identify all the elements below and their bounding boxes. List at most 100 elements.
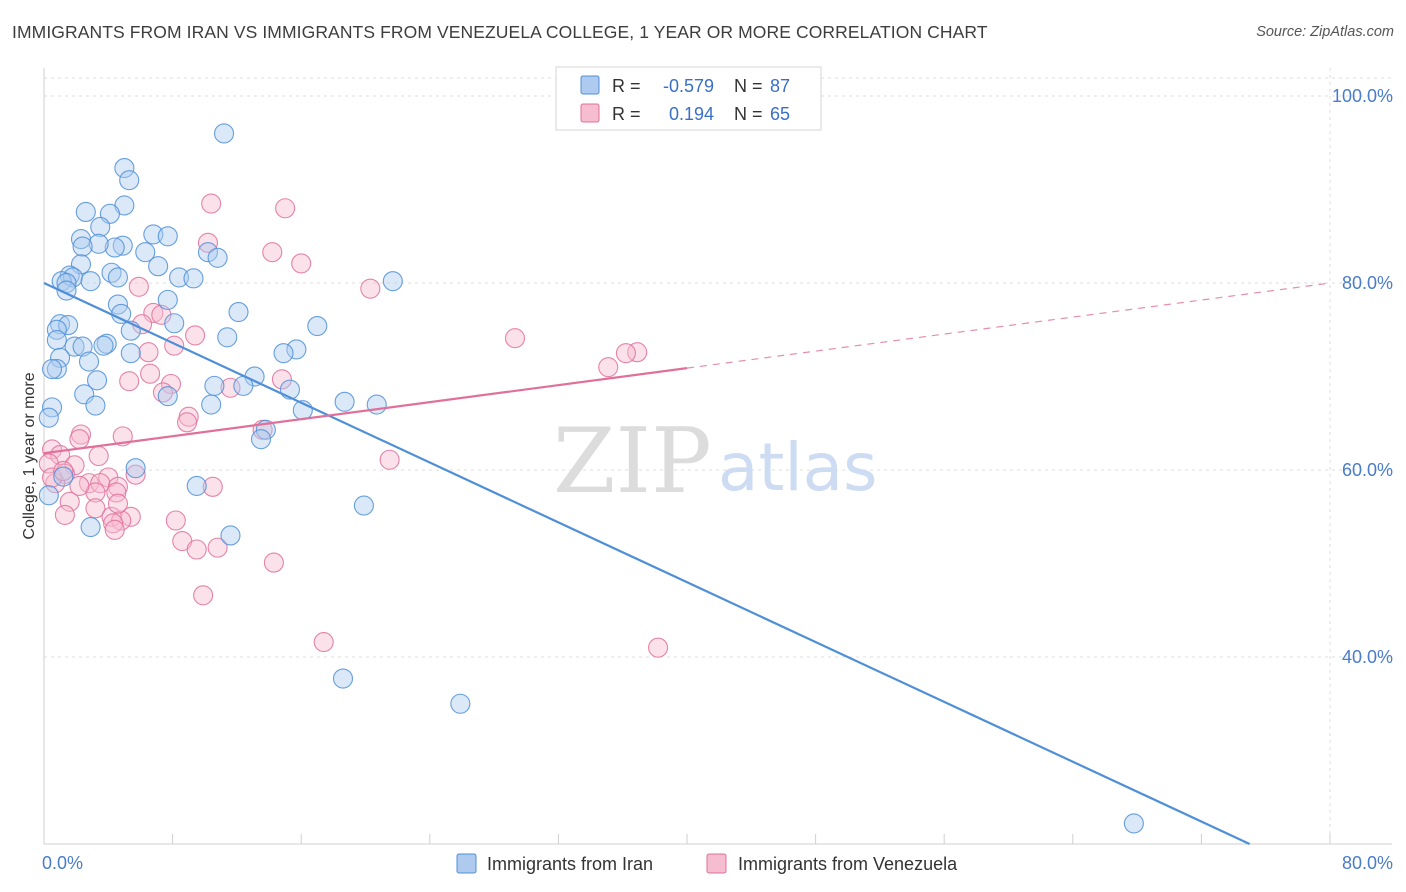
point-venezuela-40 — [45, 473, 66, 494]
point-iran-45 — [93, 335, 114, 356]
legend-n-value-venezuela: 65 — [770, 104, 790, 124]
point-iran-23 — [168, 267, 190, 288]
point-iran-76 — [332, 668, 354, 689]
point-venezuela-32 — [88, 445, 109, 467]
point-venezuela-61 — [313, 632, 334, 653]
point-venezuela-63 — [107, 493, 128, 514]
point-venezuela-60 — [193, 585, 214, 606]
point-venezuela-5 — [360, 278, 381, 299]
point-iran-48 — [120, 343, 141, 364]
point-iran-8 — [157, 226, 178, 247]
point-iran-15 — [197, 242, 219, 263]
point-iran-30 — [157, 289, 178, 310]
point-iran-40 — [217, 327, 238, 348]
point-venezuela-24 — [177, 412, 198, 433]
point-iran-71 — [186, 475, 207, 496]
point-iran-33 — [111, 303, 132, 324]
legend-r-value-venezuela: 0.194 — [669, 104, 714, 124]
point-iran-72 — [353, 495, 374, 516]
point-iran-54 — [86, 370, 108, 391]
legend-box: R = -0.579 N = 87 R = 0.194 N = 65 — [555, 66, 822, 131]
bottom-legend-swatch-venezuela — [706, 853, 727, 874]
source-credit: Source: ZipAtlas.com — [1256, 24, 1394, 40]
point-iran-34 — [164, 313, 185, 334]
point-iran-41 — [46, 330, 67, 351]
point-iran-2 — [119, 170, 140, 191]
y-axis-label: College, 1 year or more — [21, 372, 38, 539]
series-iran-points — [38, 123, 1144, 834]
y-tick-label-100: 100.0% — [1332, 86, 1393, 106]
point-iran-10 — [112, 235, 133, 256]
point-venezuela-41 — [41, 467, 63, 488]
point-iran-13 — [72, 236, 93, 257]
legend-swatch-iran — [580, 75, 600, 95]
point-iran-50 — [78, 351, 100, 372]
point-iran-43 — [72, 336, 93, 357]
bottom-legend: Immigrants from Iran Immigrants from Ven… — [456, 853, 958, 874]
legend-n-label-iran: N = — [734, 76, 763, 96]
watermark: ZIP atlas — [553, 409, 878, 514]
point-iran-70 — [125, 458, 146, 479]
point-venezuela-4 — [291, 253, 312, 274]
point-iran-63 — [201, 394, 222, 415]
point-iran-37 — [58, 315, 79, 336]
point-venezuela-13 — [138, 342, 159, 363]
point-venezuela-62 — [648, 637, 669, 658]
x-tick-label-max: 80.0% — [1342, 853, 1393, 873]
point-iran-16 — [207, 247, 228, 268]
legend-n-label-venezuela: N = — [734, 104, 763, 124]
point-iran-49 — [50, 347, 71, 368]
point-venezuela-15 — [615, 343, 636, 364]
legend-r-value-iran: -0.579 — [663, 76, 714, 96]
point-venezuela-16 — [598, 357, 619, 378]
point-iran-22 — [107, 267, 128, 288]
point-iran-25 — [80, 271, 101, 292]
legend-box-frame — [555, 66, 822, 131]
point-iran-18 — [148, 256, 169, 277]
legend-r-label-iran: R = — [612, 76, 641, 96]
point-iran-11 — [104, 237, 125, 258]
point-iran-61 — [366, 394, 387, 415]
x-tick-label-min: 0.0% — [42, 853, 83, 873]
point-iran-12 — [88, 233, 109, 254]
legend-n-value-iran: 87 — [770, 76, 790, 96]
point-iran-75 — [220, 525, 241, 546]
point-venezuela-49 — [54, 504, 75, 525]
point-iran-46 — [286, 339, 307, 360]
point-venezuela-37 — [125, 464, 146, 485]
point-iran-7 — [143, 224, 164, 245]
point-venezuela-59 — [263, 552, 284, 573]
point-iran-47 — [273, 343, 294, 364]
legend-swatch-venezuela — [580, 103, 600, 123]
y-tick-label-60: 60.0% — [1342, 460, 1393, 480]
point-iran-60 — [334, 391, 355, 412]
point-iran-51 — [46, 359, 67, 380]
trend-lines — [43, 282, 1331, 845]
point-venezuela-43 — [202, 476, 223, 497]
point-iran-42 — [64, 336, 85, 357]
point-iran-38 — [46, 319, 67, 340]
point-venezuela-55 — [104, 519, 125, 540]
point-venezuela-17 — [140, 363, 161, 384]
point-venezuela-21 — [220, 377, 241, 398]
trend-line-venezuela — [43, 367, 688, 455]
point-venezuela-57 — [207, 537, 228, 558]
point-iran-56 — [204, 375, 225, 396]
watermark-atlas: atlas — [718, 429, 878, 506]
watermark-zip: ZIP — [553, 409, 712, 514]
point-venezuela-18 — [271, 369, 292, 390]
point-venezuela-19 — [119, 371, 140, 392]
point-iran-52 — [41, 359, 63, 380]
point-iran-78 — [1123, 813, 1144, 834]
point-iran-73 — [38, 485, 59, 506]
point-venezuela-58 — [186, 539, 207, 560]
axes — [43, 68, 1392, 845]
bottom-legend-swatch-iran — [456, 853, 477, 874]
point-venezuela-42 — [53, 460, 74, 482]
legend-r-label-venezuela: R = — [612, 104, 641, 124]
y-tick-label-40: 40.0% — [1342, 647, 1393, 667]
point-venezuela-11 — [504, 328, 526, 349]
series-venezuela-points — [38, 193, 669, 658]
point-iran-74 — [80, 517, 101, 538]
chart-title: IMMIGRANTS FROM IRAN VS IMMIGRANTS FROM … — [12, 22, 988, 42]
